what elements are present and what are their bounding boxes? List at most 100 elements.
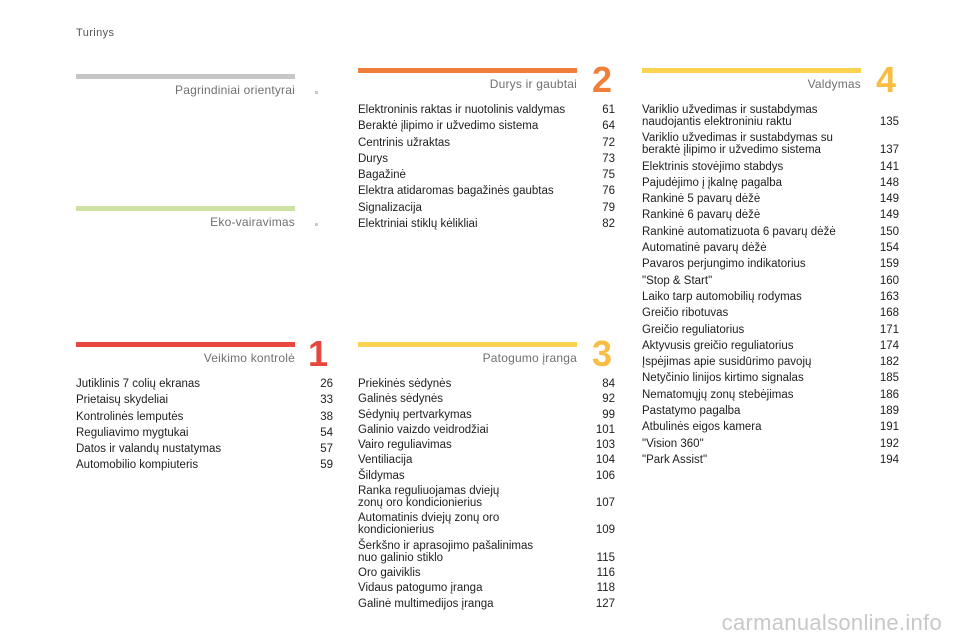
toc-entry[interactable]: Šerkšno ir aprasojimo pašalinimas nuo ga… — [358, 540, 616, 564]
toc-entry[interactable]: Ventiliacija 104 — [358, 454, 616, 466]
toc-entry[interactable]: Greičio reguliatorius 171 — [642, 324, 900, 336]
toc-entry[interactable]: "Stop & Start" 160 — [642, 275, 900, 287]
toc-entry[interactable]: Variklio užvedimas ir sustabdymas naudoj… — [642, 104, 900, 128]
toc-entry[interactable]: Įspėjimas apie susidūrimo pavojų 182 — [642, 356, 900, 368]
section-title: Pagrindiniai orientyrai — [175, 83, 295, 97]
entry-page: 106 — [595, 469, 615, 482]
toc-entry[interactable]: Jutiklinis 7 colių ekranas 26 — [76, 378, 334, 390]
section-bar — [76, 74, 295, 79]
toc-entry[interactable]: "Park Assist" 194 — [642, 454, 900, 466]
toc-entry[interactable]: Ranka reguliuojamas dviejų zonų oro kond… — [358, 485, 616, 509]
toc-entry[interactable]: Datos ir valandų nustatymas 57 — [76, 443, 334, 455]
toc-entry[interactable]: Galinės sėdynės 92 — [358, 393, 616, 405]
toc-entry[interactable]: Sėdynių pertvarkymas 99 — [358, 409, 616, 421]
entry-page: 182 — [879, 356, 899, 369]
entry-page: 76 — [602, 185, 615, 198]
entry-page: 137 — [879, 144, 899, 157]
entry-title: Rankinė 6 pavarų dėžė — [642, 209, 761, 222]
toc-entry[interactable]: Pajudėjimo į įkalnę pagalba 148 — [642, 177, 900, 189]
toc-entry[interactable]: Automobilio kompiuteris 59 — [76, 459, 334, 471]
toc-entry[interactable]: Rankinė automatizuota 6 pavarų dėžė 150 — [642, 226, 900, 238]
entry-page: 115 — [596, 551, 615, 564]
entry-title: Šerkšno ir aprasojimo pašalinimas nuo ga… — [358, 539, 534, 564]
entry-page: 107 — [595, 497, 615, 510]
section-dot — [315, 91, 318, 94]
toc-entry[interactable]: Greičio ribotuvas 168 — [642, 307, 900, 319]
entry-title: Greičio ribotuvas — [642, 307, 729, 320]
toc-entry[interactable]: Beraktė įlipimo ir užvedimo sistema 64 — [358, 120, 616, 132]
toc-entry[interactable]: Reguliavimo mygtukai 54 — [76, 427, 334, 439]
entry-title: Atbulinės eigos kamera — [642, 421, 762, 434]
toc-entry[interactable]: Rankinė 6 pavarų dėžė 149 — [642, 209, 900, 221]
entry-title: Elektroninis raktas ir nuotolinis valdym… — [358, 104, 566, 116]
entry-title: Elektriniai stiklų kėlikliai — [358, 218, 478, 231]
entry-title: Ventiliacija — [358, 454, 413, 467]
entry-title: Oro gaiviklis — [358, 566, 421, 579]
toc-entry[interactable]: Atbulinės eigos kamera 191 — [642, 421, 900, 433]
entry-page: 64 — [602, 120, 615, 133]
section-valdymas: Valdymas 4 Variklio užvedimas ir sustabd… — [642, 62, 904, 488]
toc-entry[interactable]: Rankinė 5 pavarų dėžė 149 — [642, 193, 900, 205]
section-bar — [76, 206, 295, 211]
toc-entry[interactable]: Elektrinis stovėjimo stabdys 141 — [642, 161, 900, 173]
entry-page: 127 — [595, 597, 615, 610]
toc-entry[interactable]: Signalizacija 79 — [358, 202, 616, 214]
section-veikimo: Veikimo kontrolė 1 Jutiklinis 7 colių ek… — [76, 336, 338, 492]
toc-entry[interactable]: Nematomųjų zonų stebėjimas 186 — [642, 389, 900, 401]
toc-entry[interactable]: "Vision 360" 192 — [642, 438, 900, 450]
entry-title: Pajudėjimo į įkalnę pagalba — [642, 176, 783, 189]
entry-title: Reguliavimo mygtukai — [76, 426, 189, 439]
toc-entry[interactable]: Elektroninis raktas ir nuotolinis valdym… — [358, 104, 616, 116]
toc-entry[interactable]: Centrinis užraktas 72 — [358, 137, 616, 149]
entry-title: Aktyvusis greičio reguliatorius — [642, 339, 794, 352]
toc-entry[interactable]: Laiko tarp automobilių rodymas 163 — [642, 291, 900, 303]
entry-title: Beraktė įlipimo ir užvedimo sistema — [358, 120, 539, 133]
entry-title: Vairo reguliavimas — [358, 439, 452, 452]
section-title: Eko-vairavimas — [210, 215, 295, 229]
entry-title: Galinės sėdynės — [358, 393, 444, 406]
toc-entry[interactable]: Durys 73 — [358, 153, 616, 165]
section-number: 2 — [592, 59, 613, 100]
entry-page: 148 — [879, 176, 899, 189]
toc-entry[interactable]: Vairo reguliavimas 103 — [358, 439, 616, 451]
entry-page: 26 — [320, 378, 333, 390]
toc-entry[interactable]: Galinio vaizdo veidrodžiai 101 — [358, 424, 616, 436]
toc-entry[interactable]: Pastatymo pagalba 189 — [642, 405, 900, 417]
toc-entry[interactable]: Variklio užvedimas ir sustabdymas su ber… — [642, 132, 900, 156]
entry-page: 154 — [879, 242, 899, 255]
toc-list: Variklio užvedimas ir sustabdymas naudoj… — [642, 104, 900, 470]
toc-entry[interactable]: Aktyvusis greičio reguliatorius 174 — [642, 340, 900, 352]
entry-title: Ranka reguliuojamas dviejų zonų oro kond… — [358, 485, 500, 510]
entry-page: 186 — [879, 388, 899, 401]
toc-entry[interactable]: Bagažinė 75 — [358, 169, 616, 181]
entry-title: Galinė multimedijos įranga — [358, 597, 494, 610]
section-eko: Eko-vairavimas — [76, 206, 296, 236]
entry-page: 109 — [595, 524, 615, 537]
toc-entry[interactable]: Galinė multimedijos įranga 127 — [358, 598, 616, 610]
toc-entry[interactable]: Elektra atidaromas bagažinės gaubtas 76 — [358, 185, 616, 197]
section-title: Patogumo įranga — [482, 351, 577, 365]
toc-entry[interactable]: Netyčinio linijos kirtimo signalas 185 — [642, 372, 900, 384]
toc-entry[interactable]: Automatinis dviejų zonų oro kondicionier… — [358, 512, 616, 536]
entry-title: Priekinės sėdynės — [358, 378, 452, 390]
toc-entry[interactable]: Prietaisų skydeliai 33 — [76, 394, 334, 406]
toc-entry[interactable]: Automatinė pavarų dėžė 154 — [642, 242, 900, 254]
toc-entry[interactable]: Kontrolinės lemputės 38 — [76, 411, 334, 423]
toc-entry[interactable]: Priekinės sėdynės 84 — [358, 378, 616, 390]
entry-page: 163 — [879, 290, 899, 303]
toc-entry[interactable]: Vidaus patogumo įranga 118 — [358, 582, 616, 594]
entry-page: 84 — [602, 378, 615, 390]
toc-entry[interactable]: Elektriniai stiklų kėlikliai 82 — [358, 218, 616, 230]
toc-list: Priekinės sėdynės 84 Galinės sėdynės 92 Sė… — [358, 378, 616, 613]
entry-title: Nematomųjų zonų stebėjimas — [642, 388, 794, 401]
entry-title: Laiko tarp automobilių rodymas — [642, 290, 802, 303]
toc-entry[interactable]: Oro gaiviklis 116 — [358, 567, 616, 579]
toc-entry[interactable]: Šildymas 106 — [358, 470, 616, 482]
section-dot — [315, 223, 318, 226]
entry-page: 104 — [595, 454, 615, 467]
entry-page: 61 — [602, 104, 615, 116]
section-bar — [76, 342, 295, 347]
entry-page: 75 — [602, 169, 615, 182]
entry-page: 54 — [320, 426, 333, 439]
toc-entry[interactable]: Pavaros perjungimo indikatorius 159 — [642, 258, 900, 270]
